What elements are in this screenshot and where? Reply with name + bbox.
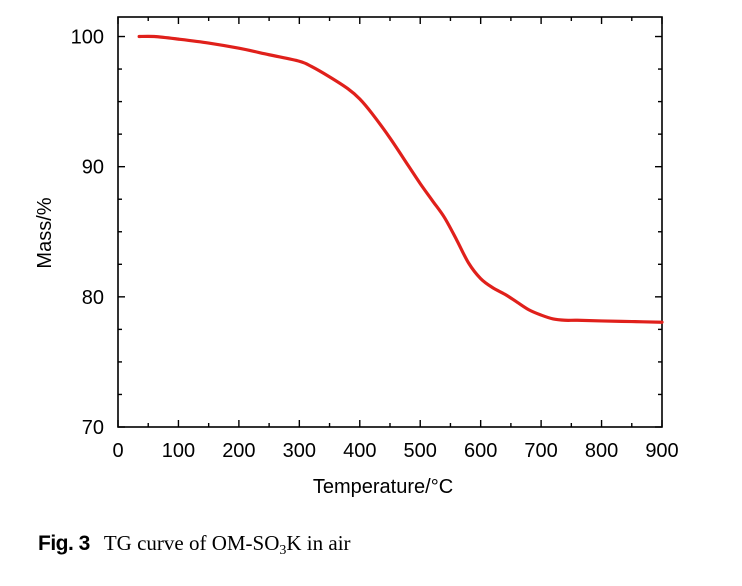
x-tick-label: 500 [404, 440, 437, 462]
x-tick-label: 700 [524, 440, 557, 462]
caption-subscript: 3 [279, 543, 287, 558]
x-tick-label: 600 [464, 440, 497, 462]
x-tick-label: 100 [162, 440, 195, 462]
caption-text-start: TG curve of OM-SO [103, 531, 280, 555]
caption-text: TG curve of OM-SO3K in air [103, 531, 351, 558]
x-tick-label: 0 [112, 440, 123, 462]
x-tick-label: 300 [283, 440, 316, 462]
x-tick-label: 800 [585, 440, 618, 462]
x-axis-ticks [117, 17, 663, 427]
y-tick-label: 90 [82, 157, 104, 179]
y-tick-label: 80 [82, 287, 104, 309]
caption-text-end: K in air [286, 531, 351, 555]
y-axis-tick-labels: 70 80 90 100 [71, 27, 104, 439]
tg-curve-line [137, 34, 664, 324]
y-tick-label: 100 [71, 27, 104, 49]
series-layer [137, 34, 664, 324]
plot-border [117, 16, 663, 428]
x-tick-label: 400 [343, 440, 376, 462]
y-axis-ticks [118, 35, 662, 428]
y-axis-title: Mass/% [34, 197, 56, 268]
plot-frame [117, 16, 663, 428]
x-axis-title: Temperature/°C [313, 476, 453, 498]
figure-caption: Fig. 3 TG curve of OM-SO3K in air [38, 531, 351, 558]
x-tick-label: 900 [645, 440, 678, 462]
x-tick-label: 200 [222, 440, 255, 462]
x-axis-tick-labels: 0 100 200 300 400 500 600 700 800 900 [112, 440, 678, 462]
figure-label: Fig. 3 [38, 532, 90, 555]
y-tick-label: 70 [82, 417, 104, 439]
